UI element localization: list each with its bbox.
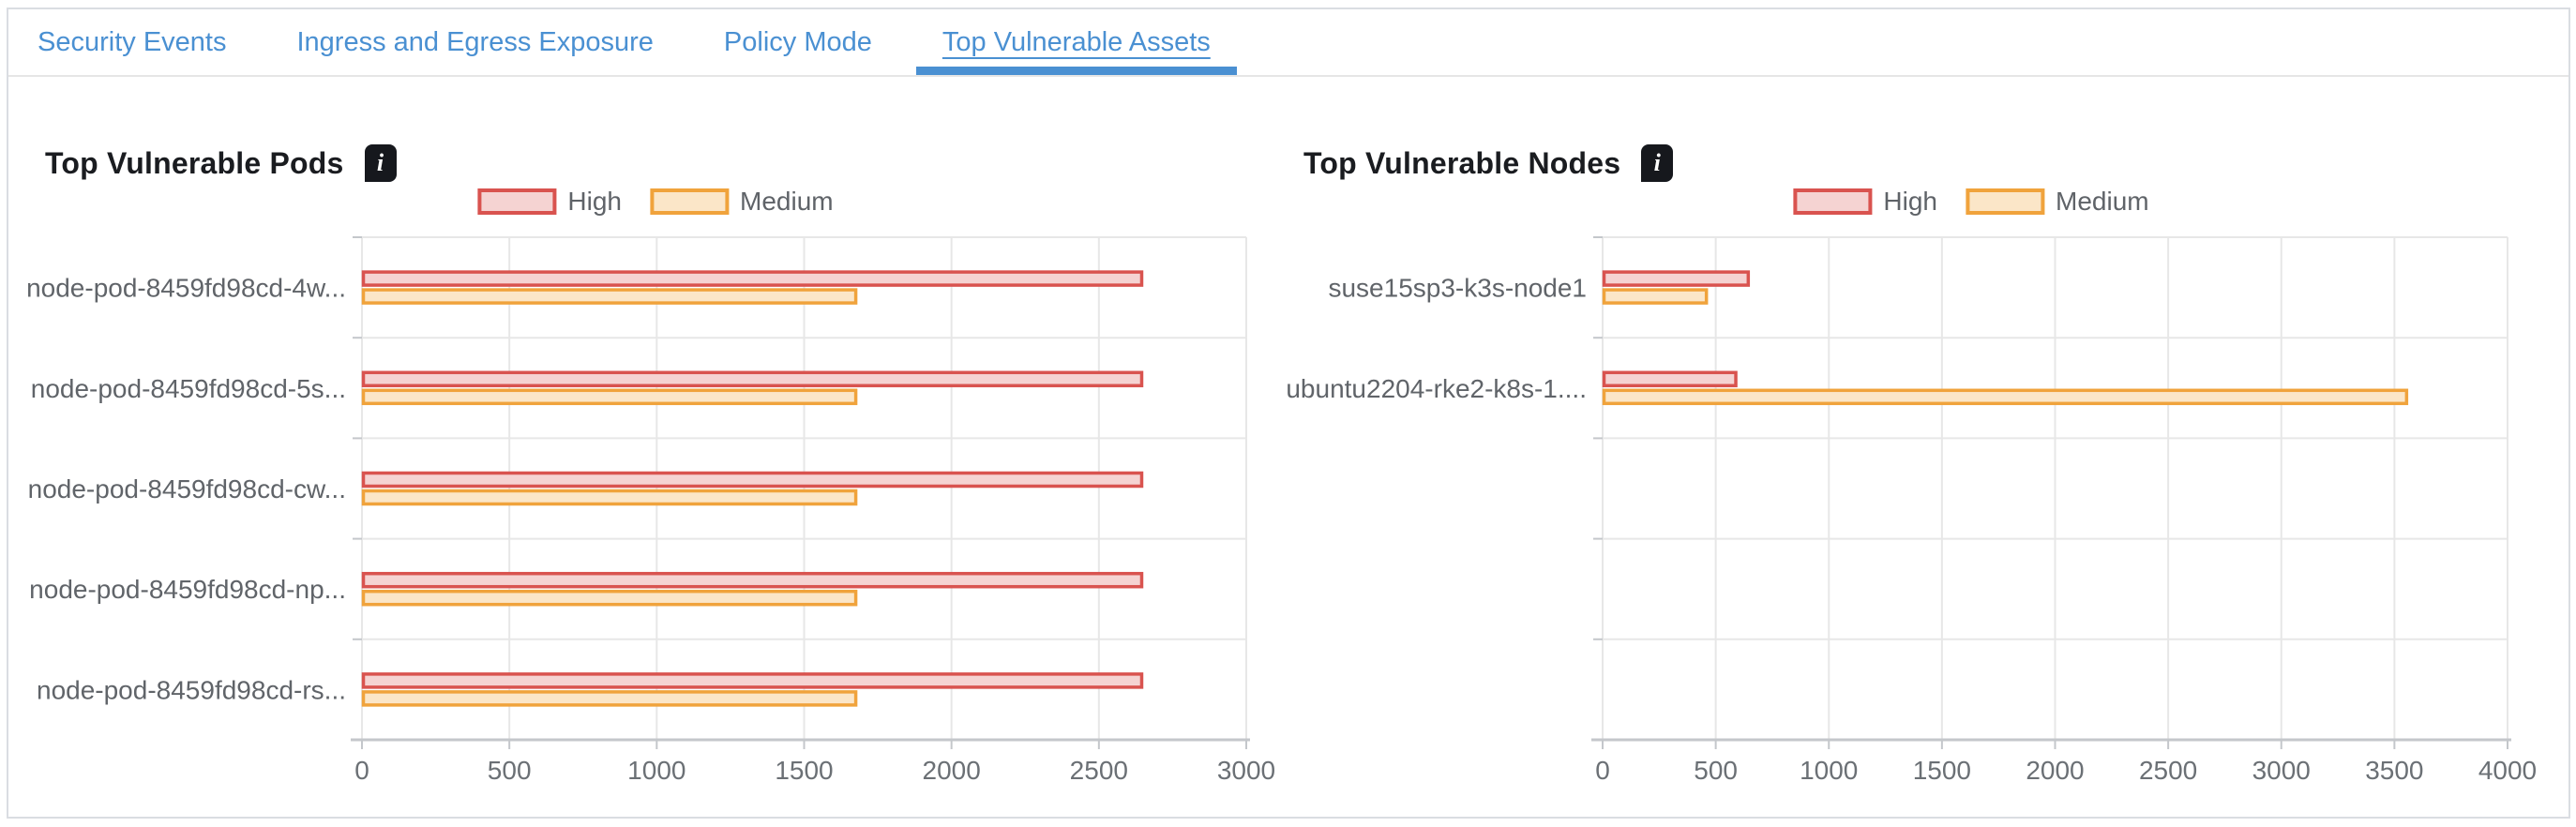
- bar-high[interactable]: [1602, 270, 1751, 287]
- x-tick-label: 1000: [627, 756, 685, 785]
- bar-high[interactable]: [361, 672, 1144, 689]
- x-tick-label: 500: [488, 756, 532, 785]
- legend-label-medium: Medium: [740, 187, 834, 216]
- bar-high[interactable]: [1602, 370, 1738, 388]
- legend-item-medium[interactable]: Medium: [1966, 187, 2149, 217]
- bar-medium[interactable]: [361, 589, 858, 607]
- legend-item-high[interactable]: High: [1793, 187, 1937, 217]
- legend-label-high: High: [1883, 187, 1937, 216]
- x-tick-label: 3000: [1217, 756, 1275, 785]
- bar-high[interactable]: [361, 370, 1144, 388]
- pods-chart-header: Top Vulnerable Pods i: [45, 144, 397, 182]
- x-tick-label: 3500: [2365, 756, 2423, 785]
- legend-label-high: High: [567, 187, 622, 216]
- legend-swatch-high-icon: [1793, 188, 1873, 215]
- bar-high[interactable]: [361, 270, 1144, 287]
- x-tick-label: 2000: [923, 756, 981, 785]
- category-label: node-pod-8459fd98cd-cw...: [28, 474, 346, 504]
- x-tick-label: 0: [1595, 756, 1610, 785]
- x-tick-label: 1500: [775, 756, 833, 785]
- category-label: suse15sp3-k3s-node1: [1328, 274, 1587, 303]
- tab-security-events[interactable]: Security Events: [38, 26, 227, 57]
- pods-bar-chart: 0 500 1000 1500 2000 2500 3000 node-pod-8459fd9…: [26, 236, 1275, 785]
- pods-info-icon[interactable]: i: [364, 144, 397, 182]
- legend-label-medium: Medium: [2056, 187, 2149, 216]
- bar-high[interactable]: [361, 571, 1144, 589]
- pods-chart-title: Top Vulnerable Pods: [45, 145, 344, 180]
- top-vulnerable-assets-panel: Security Events Ingress and Egress Expos…: [7, 8, 2570, 819]
- bar-medium[interactable]: [361, 388, 858, 406]
- category-label: node-pod-8459fd98cd-5s...: [31, 374, 346, 403]
- nodes-chart-legend: High Medium: [1793, 187, 2149, 217]
- x-tick-label: 500: [1694, 756, 1738, 785]
- legend-swatch-medium-icon: [1966, 188, 2044, 215]
- nodes-bar-chart: 0 500 1000 1500 2000 2500 3000 3500 4000 suse15sp…: [1286, 236, 2537, 785]
- nodes-chart-header: Top Vulnerable Nodes i: [1303, 144, 1674, 182]
- bar-medium[interactable]: [361, 489, 858, 506]
- bar-medium[interactable]: [1602, 388, 2409, 406]
- tab-policy-mode[interactable]: Policy Mode: [723, 26, 872, 57]
- legend-swatch-high-icon: [477, 188, 557, 215]
- tab-ingress-egress-exposure[interactable]: Ingress and Egress Exposure: [296, 26, 654, 57]
- bar-high[interactable]: [361, 471, 1144, 489]
- x-tick-label: 3000: [2252, 756, 2311, 785]
- x-tick-label: 2500: [1070, 756, 1128, 785]
- legend-item-high[interactable]: High: [477, 187, 622, 217]
- tab-bar: Security Events Ingress and Egress Expos…: [8, 9, 2568, 77]
- pods-chart-legend: High Medium: [477, 187, 834, 217]
- x-tick-label: 2000: [2026, 756, 2084, 785]
- category-label: node-pod-8459fd98cd-4w...: [26, 274, 346, 303]
- bar-medium[interactable]: [361, 690, 858, 707]
- legend-item-medium[interactable]: Medium: [650, 187, 834, 217]
- tab-top-vulnerable-assets[interactable]: Top Vulnerable Assets: [915, 9, 1237, 75]
- bar-medium[interactable]: [361, 288, 858, 305]
- info-glyph: i: [376, 149, 384, 176]
- x-tick-label: 2500: [2139, 756, 2197, 785]
- category-label: node-pod-8459fd98cd-np...: [29, 575, 346, 604]
- category-label: node-pod-8459fd98cd-rs...: [37, 675, 346, 704]
- info-glyph: i: [1653, 149, 1661, 176]
- x-tick-label: 1000: [1800, 756, 1858, 785]
- x-tick-label: 0: [354, 756, 369, 785]
- x-tick-label: 1500: [1913, 756, 1971, 785]
- bar-medium[interactable]: [1602, 288, 1709, 305]
- nodes-chart-title: Top Vulnerable Nodes: [1303, 145, 1621, 180]
- x-tick-label: 4000: [2478, 756, 2537, 785]
- nodes-info-icon[interactable]: i: [1641, 144, 1674, 182]
- category-label: ubuntu2204-rke2-k8s-1....: [1286, 374, 1587, 403]
- legend-swatch-medium-icon: [650, 188, 729, 215]
